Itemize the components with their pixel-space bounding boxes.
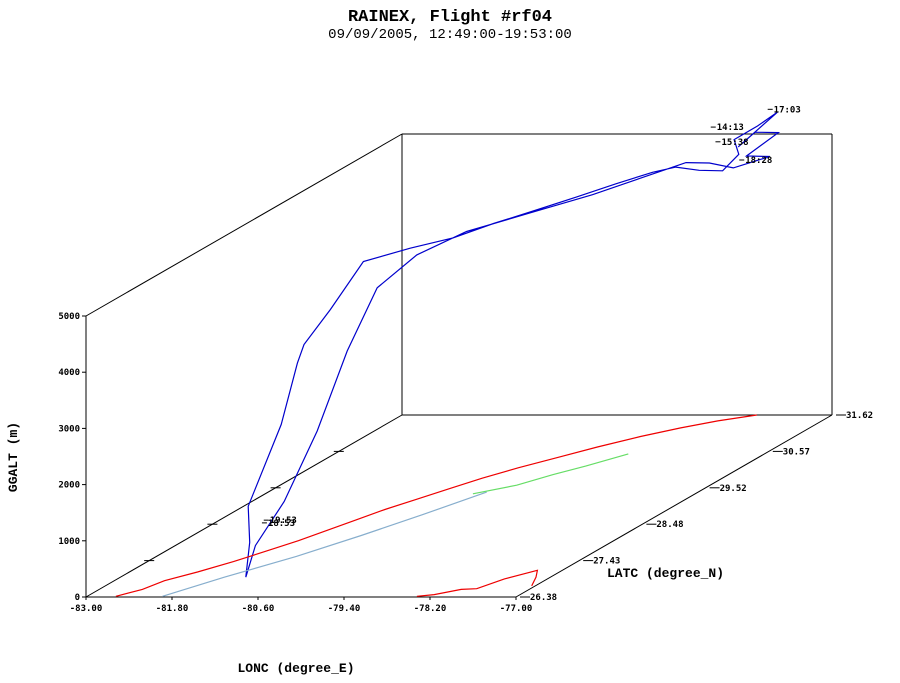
- y-tick-label: 26.38: [530, 593, 557, 603]
- x-tick-label: -78.20: [414, 604, 447, 614]
- x-tick-label: -79.40: [328, 604, 361, 614]
- series-0: [245, 111, 781, 578]
- time-annotation: 18:53: [268, 519, 295, 529]
- time-annotation: 18:28: [745, 156, 772, 166]
- z-tick-label: 5000: [58, 312, 80, 322]
- y-tick-label: 30.57: [783, 447, 810, 457]
- x-tick-label: -80.60: [242, 604, 275, 614]
- floor-left-edge: [85, 414, 403, 598]
- series-2: [416, 569, 539, 597]
- chart-subtitle: 09/09/2005, 12:49:00-19:53:00: [328, 27, 572, 43]
- x-tick-label: -81.80: [156, 604, 189, 614]
- series-4: [472, 453, 629, 495]
- y-axis-line: [515, 414, 833, 598]
- y-tick-label: 31.62: [846, 411, 873, 421]
- y-tick-label: 28.48: [656, 520, 683, 530]
- y-tick-label: 29.52: [720, 484, 747, 494]
- y-tick-label: 27.43: [593, 557, 620, 567]
- time-annotation: 19:53: [270, 516, 297, 526]
- series-1: [115, 414, 757, 597]
- z-axis-label: GGALT (m): [6, 422, 21, 492]
- time-annotation: 14:13: [717, 123, 744, 133]
- tick-layer: -83.00 -81.80 -80.60 -79.40 -78.20 -77.0026.3…: [58, 312, 873, 614]
- y-axis-label: LATC (degree_N): [607, 566, 724, 581]
- time-annotation: 15:38: [721, 138, 748, 148]
- z-tick-label: 1000: [58, 537, 80, 547]
- z-tick-label: 4000: [58, 368, 80, 378]
- x-tick-label: -83.00: [70, 604, 103, 614]
- time-annotation: 17:03: [774, 105, 801, 115]
- plot-frame: [85, 133, 833, 598]
- chart-title: RAINEX, Flight #rf04: [347, 8, 553, 27]
- z-tick-label: 3000: [58, 424, 80, 434]
- top-left-edge: [85, 133, 403, 317]
- series-layer: [115, 111, 781, 597]
- x-tick-label: -77.00: [500, 604, 533, 614]
- x-axis-label: LONC (degree_E): [237, 661, 354, 676]
- z-tick-label: 2000: [58, 481, 80, 491]
- z-tick-label: 0: [75, 593, 80, 603]
- series-3: [162, 491, 487, 597]
